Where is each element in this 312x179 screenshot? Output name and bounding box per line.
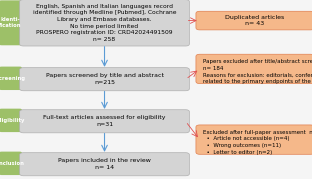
FancyBboxPatch shape [0,152,22,175]
FancyBboxPatch shape [20,110,189,133]
Text: Papers excluded after title/abstract screening
n= 184
Reasons for exclusion: edi: Papers excluded after title/abstract scr… [203,59,312,84]
Text: English, Spanish and Italian languages record
identified through Medline [Pubmed: English, Spanish and Italian languages r… [33,4,176,42]
Text: Screening: Screening [0,76,26,81]
FancyBboxPatch shape [0,67,22,90]
FancyBboxPatch shape [196,54,312,84]
FancyBboxPatch shape [196,125,312,154]
Text: Duplicated articles
n= 43: Duplicated articles n= 43 [226,15,285,26]
Text: Excluded after full-paper assessment  n=17
  •  Article not accessible (n=4)
  •: Excluded after full-paper assessment n=1… [203,130,312,155]
FancyBboxPatch shape [196,11,312,30]
Text: Inclusion: Inclusion [0,161,24,166]
FancyBboxPatch shape [20,68,189,91]
Text: Papers included in the review
n= 14: Papers included in the review n= 14 [58,158,151,170]
Text: Identi-
fication: Identi- fication [0,17,22,28]
FancyBboxPatch shape [20,0,189,46]
Text: Papers screened by title and abstract
n=215: Papers screened by title and abstract n=… [46,73,163,85]
Text: Eligibility: Eligibility [0,118,25,123]
FancyBboxPatch shape [20,153,189,176]
Text: Full-text articles assessed for eligibility
n=31: Full-text articles assessed for eligibil… [43,115,166,127]
FancyBboxPatch shape [0,109,22,132]
FancyBboxPatch shape [0,0,22,45]
